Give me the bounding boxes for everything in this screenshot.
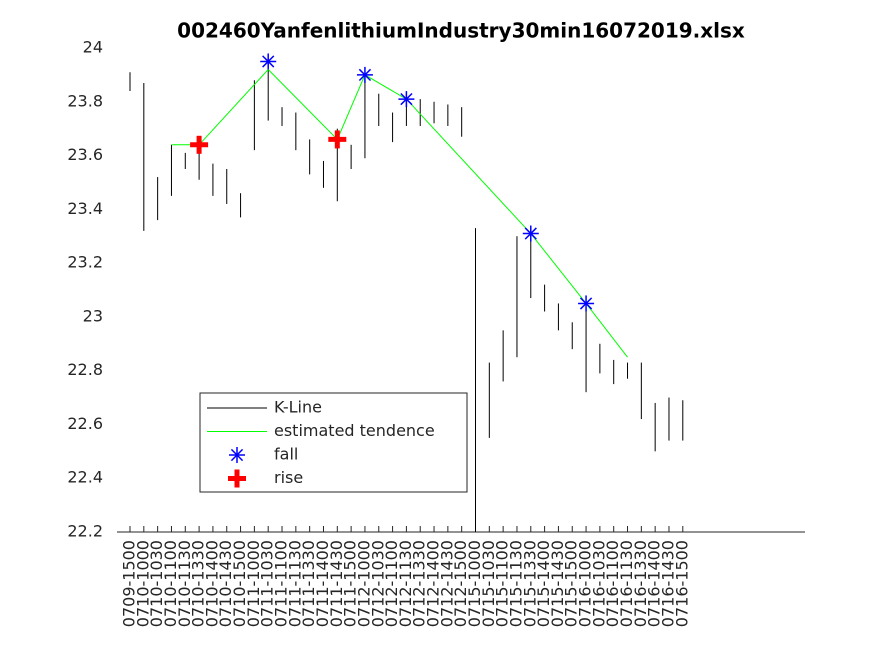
y-tick-label: 24 [83,38,103,57]
chart-title: 002460YanfenlithiumIndustry30min16072019… [177,19,745,43]
legend-swatch [229,447,245,463]
x-tick-label: 0715-1500 [562,540,581,627]
x-tick-label: 0709-1500 [120,540,139,627]
star-stroke [524,227,537,240]
star-stroke [579,297,593,310]
x-tick-label: 0710-1130 [175,540,194,627]
x-tick-label: 0711-1330 [299,540,318,627]
y-tick-label: 22.6 [67,414,103,433]
legend-label: K-Line [274,398,322,417]
star-stroke [262,55,275,68]
x-tick-label: 0712-1000 [354,540,373,627]
x-tick-label: 0711-1100 [272,540,291,627]
fall-marker [260,53,277,70]
fall-marker [522,225,539,242]
y-tick-label: 23.6 [67,145,103,164]
x-tick-label: 0716-1430 [658,540,677,627]
legend-swatch [228,469,246,488]
x-tick-label: 0710-1330 [189,540,208,627]
x-tick-label: 0715-1400 [534,540,553,627]
fall-marker [398,91,415,108]
x-tick-label: 0715-1130 [506,540,525,627]
fall-marker [356,66,373,83]
y-tick-label: 22.4 [67,468,103,487]
rise-marker [190,135,209,154]
x-tick-label: 0710-1030 [147,540,166,627]
x-tick-label: 0712-1500 [451,540,470,627]
y-tick-label: 22.2 [67,522,103,541]
x-tick-label: 0716-1400 [645,540,664,627]
x-tick-label: 0710-1100 [161,540,180,627]
x-tick-label: 0711-1000 [244,540,263,627]
x-tick-label: 0710-1400 [202,540,221,627]
tendence-line [171,68,628,358]
legend: K-Line estimated tendence fall rise [199,392,468,493]
x-tick-label: 0715-1000 [465,540,484,627]
x-tick-label: 0712-1030 [368,540,387,627]
y-tick-label: 23.8 [67,91,103,110]
x-tick-label: 0716-1500 [672,540,691,627]
x-tick-label: 0715-1430 [548,540,567,627]
star-stroke [400,92,413,106]
y-tick-label: 23 [83,306,103,325]
x-tick-label: 0715-1030 [479,540,498,627]
x-tick-label: 0712-1330 [410,540,429,627]
star-stroke [358,68,372,82]
x-tick-label: 0711-1130 [285,540,304,627]
legend-box [199,392,468,493]
x-tick-label: 0711-1400 [313,540,332,627]
x-tick-label: 0710-1000 [133,540,152,627]
x-tick-label: 0715-1100 [493,540,512,627]
legend-label: fall [274,445,298,464]
legend-label: estimated tendence [274,421,435,440]
x-tick-label: 0710-1500 [230,540,249,627]
y-tick-label: 23.4 [67,199,103,218]
x-tick-label: 0712-1400 [424,540,443,627]
legend-label: rise [274,468,303,487]
x-tick-label: 0711-1500 [341,540,360,627]
x-tick-label: 0716-1330 [631,540,650,627]
rise-marker [328,130,347,149]
x-tick-label: 0711-1030 [258,540,277,627]
star-stroke [230,448,244,462]
x-tick-label: 0716-1100 [603,540,622,627]
fall-marker [578,295,595,312]
x-tick-label: 0712-1430 [437,540,456,627]
x-tick-label: 0710-1430 [216,540,235,627]
x-tick-label: 0711-1430 [327,540,346,627]
x-tick-label: 0716-1130 [617,540,636,627]
x-tick-label: 0716-1000 [576,540,595,627]
x-tick-label: 0716-1030 [589,540,608,627]
x-tick-label: 0712-1130 [396,540,415,627]
x-tick-label: 0712-1100 [382,540,401,627]
x-tick-label: 0715-1330 [520,540,539,627]
y-tick-label: 23.2 [67,253,103,272]
y-tick-label: 22.8 [67,360,103,379]
